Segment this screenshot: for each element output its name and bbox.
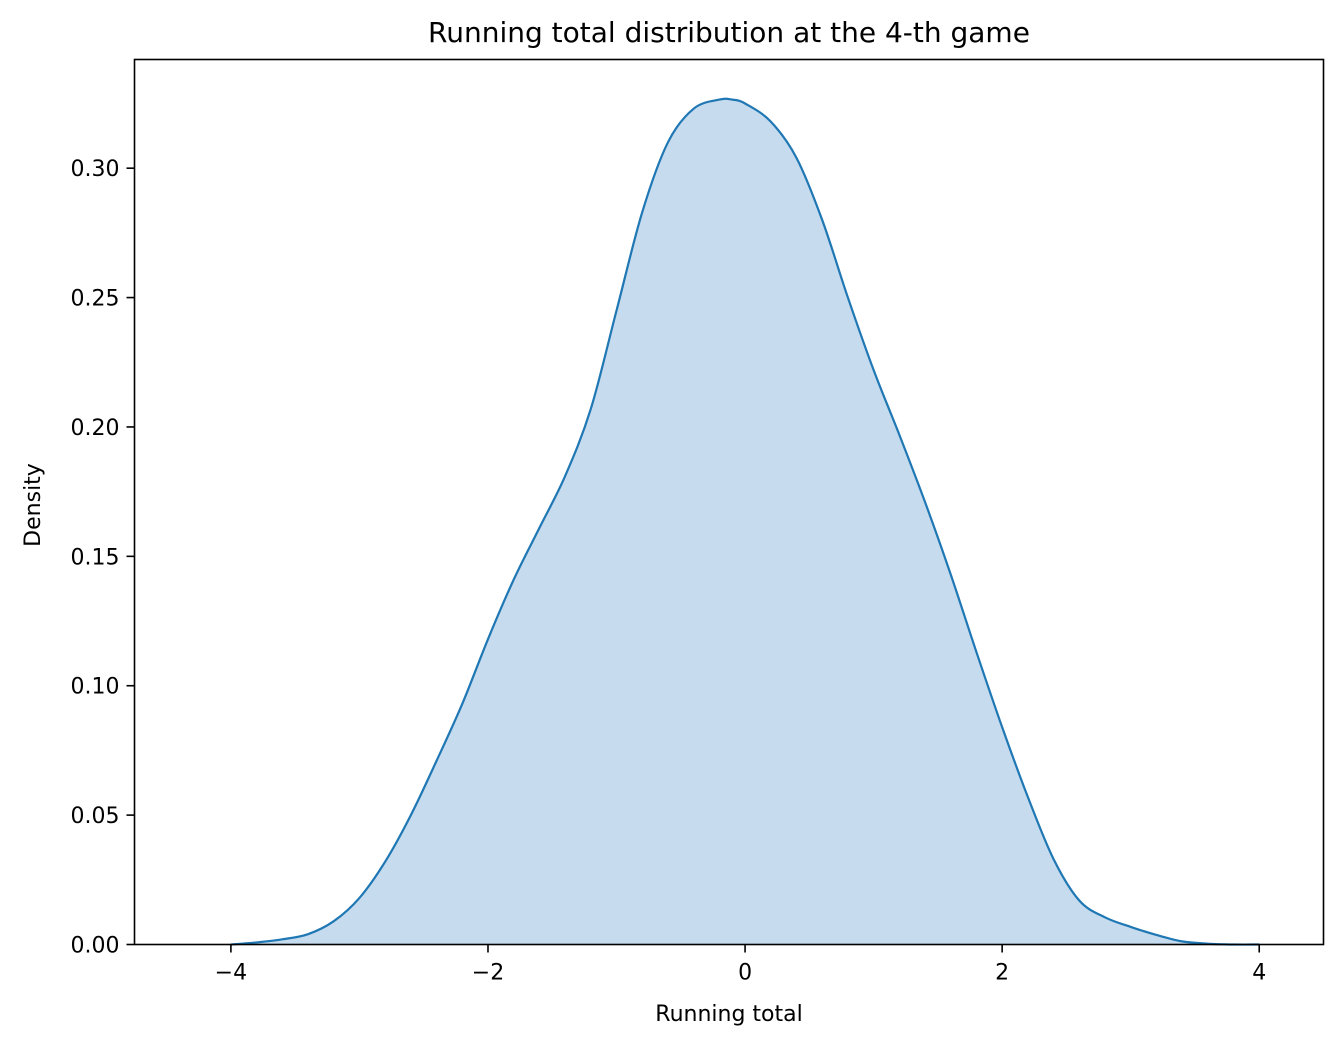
x-tick-label: 4 [1252,961,1266,986]
density-area-fill [230,98,1260,945]
x-tick-label: 0 [738,961,752,986]
y-tick-label: 0.05 [71,804,120,829]
density-line [230,97,1260,946]
plot-frame [133,58,1325,946]
y-axis-label: Density [21,463,46,547]
y-tick-label: 0.10 [71,675,120,700]
y-tick-label: 0.25 [71,287,120,312]
x-tick-label: −2 [472,961,504,986]
y-tick-label: 0.15 [71,545,120,570]
chart-title: Running total distribution at the 4-th g… [428,16,1030,49]
x-tick-label: −4 [215,961,247,986]
y-tick-label: 0.30 [71,157,120,182]
x-tick-label: 2 [995,961,1009,986]
y-tick-label: 0.20 [71,416,120,441]
y-tick-label: 0.00 [71,934,120,959]
x-axis-label: Running total [655,1002,802,1027]
